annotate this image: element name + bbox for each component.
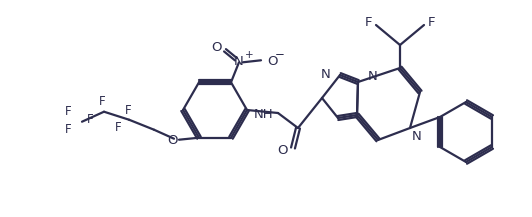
Text: F: F	[65, 105, 72, 118]
Text: O: O	[278, 145, 288, 158]
Text: F: F	[126, 104, 132, 117]
Text: F: F	[87, 113, 94, 126]
Text: +: +	[245, 50, 254, 60]
Text: N: N	[412, 130, 422, 143]
Text: N: N	[320, 69, 330, 82]
Text: F: F	[114, 121, 121, 134]
Text: F: F	[65, 123, 72, 136]
Text: F: F	[364, 16, 372, 30]
Text: NH: NH	[253, 108, 273, 122]
Text: F: F	[99, 95, 106, 108]
Text: F: F	[428, 16, 436, 30]
Text: O: O	[212, 41, 222, 54]
Text: O: O	[267, 55, 278, 68]
Text: N: N	[234, 55, 244, 68]
Text: −: −	[275, 48, 285, 61]
Text: N: N	[368, 71, 378, 84]
Text: O: O	[168, 134, 178, 147]
